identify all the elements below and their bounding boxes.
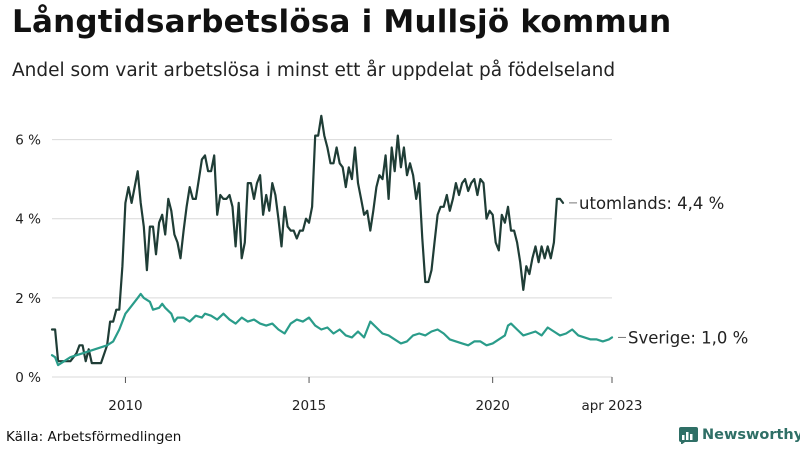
- series-lines: [50, 114, 614, 367]
- x-tick-label: 2010: [108, 398, 142, 414]
- y-tick-label: 2 %: [15, 291, 41, 307]
- x-tick-label: apr 2023: [581, 398, 642, 414]
- end-label-sverige: Sverige: 1,0 %: [628, 328, 748, 347]
- source-note: Källa: Arbetsförmedlingen: [6, 429, 182, 445]
- series-end-labels: utomlands: 4,4 % Sverige: 1,0 %: [569, 194, 748, 347]
- x-axis-ticks: 2010 2015 2020 apr 2023: [108, 377, 643, 414]
- x-tick-label: 2020: [475, 398, 509, 414]
- x-tick-label: 2015: [292, 398, 326, 414]
- chart-subtitle: Andel som varit arbetslösa i minst ett å…: [12, 60, 616, 81]
- logo-text: Newsworthy: [702, 427, 800, 443]
- y-tick-label: 0 %: [15, 370, 41, 386]
- newsworthy-logo[interactable]: Newsworthy: [679, 426, 800, 444]
- newsworthy-logo-icon: [679, 427, 698, 444]
- series-line-sverige: [50, 292, 614, 367]
- series-line-utomlands: [50, 114, 565, 365]
- chart-title: Långtidsarbetslösa i Mullsjö kommun: [12, 4, 672, 40]
- y-axis-ticks: 0 % 2 % 4 % 6 %: [15, 133, 41, 386]
- y-tick-label: 6 %: [15, 133, 41, 149]
- y-tick-label: 4 %: [15, 212, 41, 228]
- end-label-utomlands: utomlands: 4,4 %: [579, 194, 724, 213]
